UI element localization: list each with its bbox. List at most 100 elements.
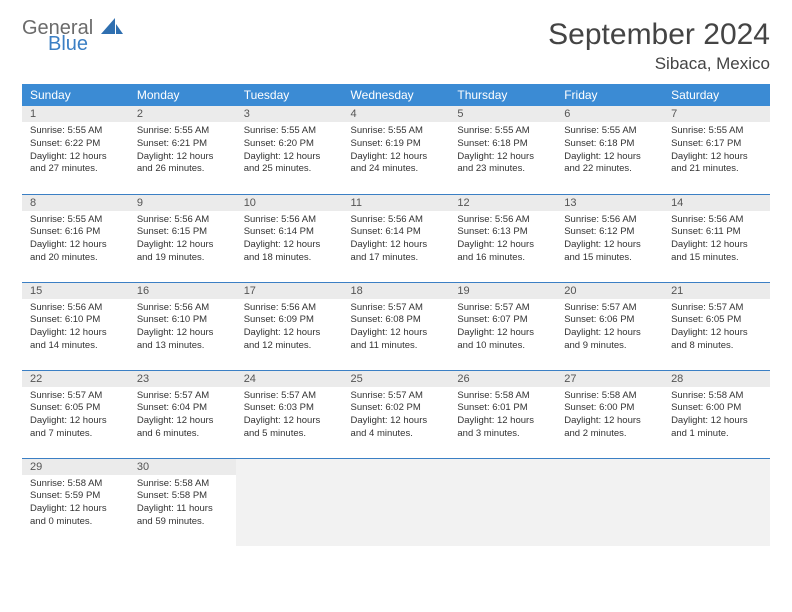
day-number: 22 (22, 371, 129, 387)
day-content: Sunrise: 5:56 AMSunset: 6:10 PMDaylight:… (22, 299, 129, 357)
day-sunset: Sunset: 6:00 PM (564, 402, 655, 415)
day-cell: 12Sunrise: 5:56 AMSunset: 6:13 PMDayligh… (449, 194, 556, 282)
day-daylight2: and 27 minutes. (30, 163, 121, 176)
day-cell: 4Sunrise: 5:55 AMSunset: 6:19 PMDaylight… (343, 106, 450, 194)
day-daylight1: Daylight: 12 hours (457, 239, 548, 252)
day-sunrise: Sunrise: 5:58 AM (30, 478, 121, 491)
day-content: Sunrise: 5:57 AMSunset: 6:08 PMDaylight:… (343, 299, 450, 357)
day-content: Sunrise: 5:55 AMSunset: 6:18 PMDaylight:… (556, 122, 663, 180)
day-daylight2: and 6 minutes. (137, 428, 228, 441)
day-daylight2: and 14 minutes. (30, 340, 121, 353)
day-number: 26 (449, 371, 556, 387)
day-daylight2: and 12 minutes. (244, 340, 335, 353)
day-sunrise: Sunrise: 5:56 AM (351, 214, 442, 227)
day-number: 10 (236, 195, 343, 211)
day-daylight1: Daylight: 12 hours (137, 151, 228, 164)
day-cell (449, 458, 556, 546)
day-daylight1: Daylight: 12 hours (564, 151, 655, 164)
day-sunset: Sunset: 6:10 PM (137, 314, 228, 327)
day-sunset: Sunset: 6:10 PM (30, 314, 121, 327)
day-sunset: Sunset: 6:19 PM (351, 138, 442, 151)
day-content: Sunrise: 5:58 AMSunset: 5:58 PMDaylight:… (129, 475, 236, 533)
day-number: 9 (129, 195, 236, 211)
day-cell (236, 458, 343, 546)
day-daylight2: and 4 minutes. (351, 428, 442, 441)
day-sunrise: Sunrise: 5:56 AM (671, 214, 762, 227)
day-daylight1: Daylight: 12 hours (457, 415, 548, 428)
day-sunset: Sunset: 6:20 PM (244, 138, 335, 151)
day-number: 8 (22, 195, 129, 211)
day-content: Sunrise: 5:58 AMSunset: 6:01 PMDaylight:… (449, 387, 556, 445)
day-cell: 24Sunrise: 5:57 AMSunset: 6:03 PMDayligh… (236, 370, 343, 458)
day-daylight2: and 15 minutes. (564, 252, 655, 265)
day-daylight2: and 13 minutes. (137, 340, 228, 353)
day-cell: 9Sunrise: 5:56 AMSunset: 6:15 PMDaylight… (129, 194, 236, 282)
day-sunrise: Sunrise: 5:57 AM (457, 302, 548, 315)
day-daylight1: Daylight: 12 hours (457, 151, 548, 164)
day-sunrise: Sunrise: 5:58 AM (457, 390, 548, 403)
day-sunrise: Sunrise: 5:57 AM (351, 390, 442, 403)
day-daylight1: Daylight: 12 hours (351, 415, 442, 428)
header: General Blue September 2024 Sibaca, Mexi… (22, 18, 770, 74)
day-number: 1 (22, 106, 129, 122)
day-sunset: Sunset: 6:09 PM (244, 314, 335, 327)
day-number: 3 (236, 106, 343, 122)
day-sunset: Sunset: 6:08 PM (351, 314, 442, 327)
day-cell: 5Sunrise: 5:55 AMSunset: 6:18 PMDaylight… (449, 106, 556, 194)
day-number: 23 (129, 371, 236, 387)
day-number: 4 (343, 106, 450, 122)
day-number: 17 (236, 283, 343, 299)
day-number: 28 (663, 371, 770, 387)
day-cell: 28Sunrise: 5:58 AMSunset: 6:00 PMDayligh… (663, 370, 770, 458)
day-cell: 20Sunrise: 5:57 AMSunset: 6:06 PMDayligh… (556, 282, 663, 370)
calendar-table: Sunday Monday Tuesday Wednesday Thursday… (22, 84, 770, 546)
day-number: 18 (343, 283, 450, 299)
day-sunset: Sunset: 6:13 PM (457, 226, 548, 239)
day-cell: 1Sunrise: 5:55 AMSunset: 6:22 PMDaylight… (22, 106, 129, 194)
weekday-header: Saturday (663, 84, 770, 106)
day-sunset: Sunset: 6:05 PM (671, 314, 762, 327)
day-sunrise: Sunrise: 5:56 AM (244, 214, 335, 227)
month-title: September 2024 (548, 18, 770, 52)
day-daylight1: Daylight: 12 hours (244, 415, 335, 428)
week-row: 22Sunrise: 5:57 AMSunset: 6:05 PMDayligh… (22, 370, 770, 458)
day-number: 25 (343, 371, 450, 387)
day-sunrise: Sunrise: 5:57 AM (351, 302, 442, 315)
day-content: Sunrise: 5:56 AMSunset: 6:09 PMDaylight:… (236, 299, 343, 357)
day-daylight1: Daylight: 12 hours (351, 327, 442, 340)
day-content: Sunrise: 5:57 AMSunset: 6:05 PMDaylight:… (22, 387, 129, 445)
day-daylight1: Daylight: 12 hours (564, 415, 655, 428)
day-daylight1: Daylight: 12 hours (30, 327, 121, 340)
day-daylight1: Daylight: 12 hours (137, 415, 228, 428)
day-sunrise: Sunrise: 5:57 AM (564, 302, 655, 315)
day-sunset: Sunset: 6:06 PM (564, 314, 655, 327)
day-content: Sunrise: 5:56 AMSunset: 6:14 PMDaylight:… (236, 211, 343, 269)
day-content: Sunrise: 5:57 AMSunset: 6:04 PMDaylight:… (129, 387, 236, 445)
day-daylight2: and 59 minutes. (137, 516, 228, 529)
day-cell: 13Sunrise: 5:56 AMSunset: 6:12 PMDayligh… (556, 194, 663, 282)
day-sunrise: Sunrise: 5:58 AM (137, 478, 228, 491)
day-daylight1: Daylight: 12 hours (30, 239, 121, 252)
day-content: Sunrise: 5:55 AMSunset: 6:18 PMDaylight:… (449, 122, 556, 180)
day-daylight1: Daylight: 12 hours (671, 239, 762, 252)
day-daylight1: Daylight: 12 hours (671, 415, 762, 428)
calendar-body: 1Sunrise: 5:55 AMSunset: 6:22 PMDaylight… (22, 106, 770, 546)
day-daylight2: and 22 minutes. (564, 163, 655, 176)
day-cell: 23Sunrise: 5:57 AMSunset: 6:04 PMDayligh… (129, 370, 236, 458)
day-daylight1: Daylight: 12 hours (351, 151, 442, 164)
logo: General Blue (22, 18, 123, 54)
day-daylight2: and 5 minutes. (244, 428, 335, 441)
day-content: Sunrise: 5:58 AMSunset: 6:00 PMDaylight:… (556, 387, 663, 445)
day-sunrise: Sunrise: 5:57 AM (671, 302, 762, 315)
day-cell: 26Sunrise: 5:58 AMSunset: 6:01 PMDayligh… (449, 370, 556, 458)
day-sunset: Sunset: 5:59 PM (30, 490, 121, 503)
day-sunrise: Sunrise: 5:55 AM (671, 125, 762, 138)
day-daylight2: and 9 minutes. (564, 340, 655, 353)
day-sunrise: Sunrise: 5:55 AM (244, 125, 335, 138)
day-sunrise: Sunrise: 5:58 AM (564, 390, 655, 403)
weekday-header: Wednesday (343, 84, 450, 106)
day-number: 13 (556, 195, 663, 211)
day-sunset: Sunset: 6:11 PM (671, 226, 762, 239)
week-row: 29Sunrise: 5:58 AMSunset: 5:59 PMDayligh… (22, 458, 770, 546)
day-daylight2: and 25 minutes. (244, 163, 335, 176)
